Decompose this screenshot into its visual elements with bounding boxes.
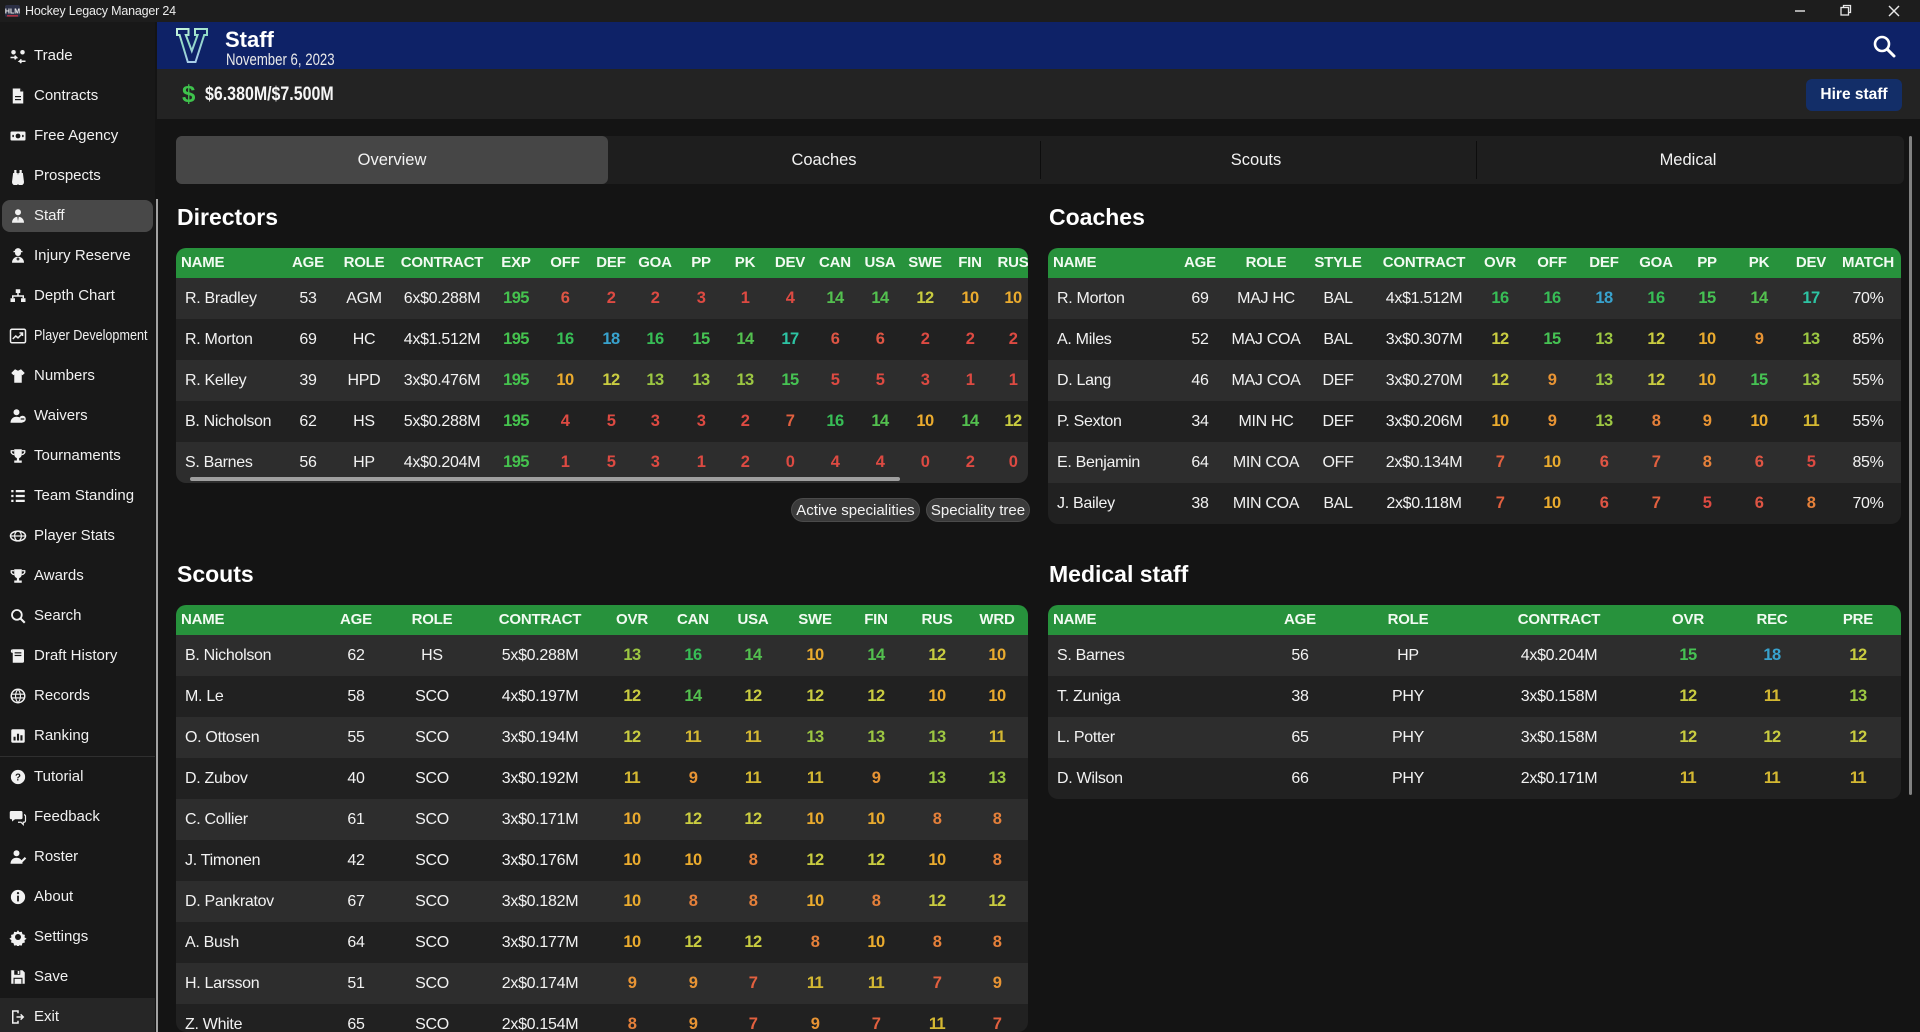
svg-text:HLM: HLM: [5, 9, 20, 16]
svg-text:?: ?: [15, 772, 21, 783]
